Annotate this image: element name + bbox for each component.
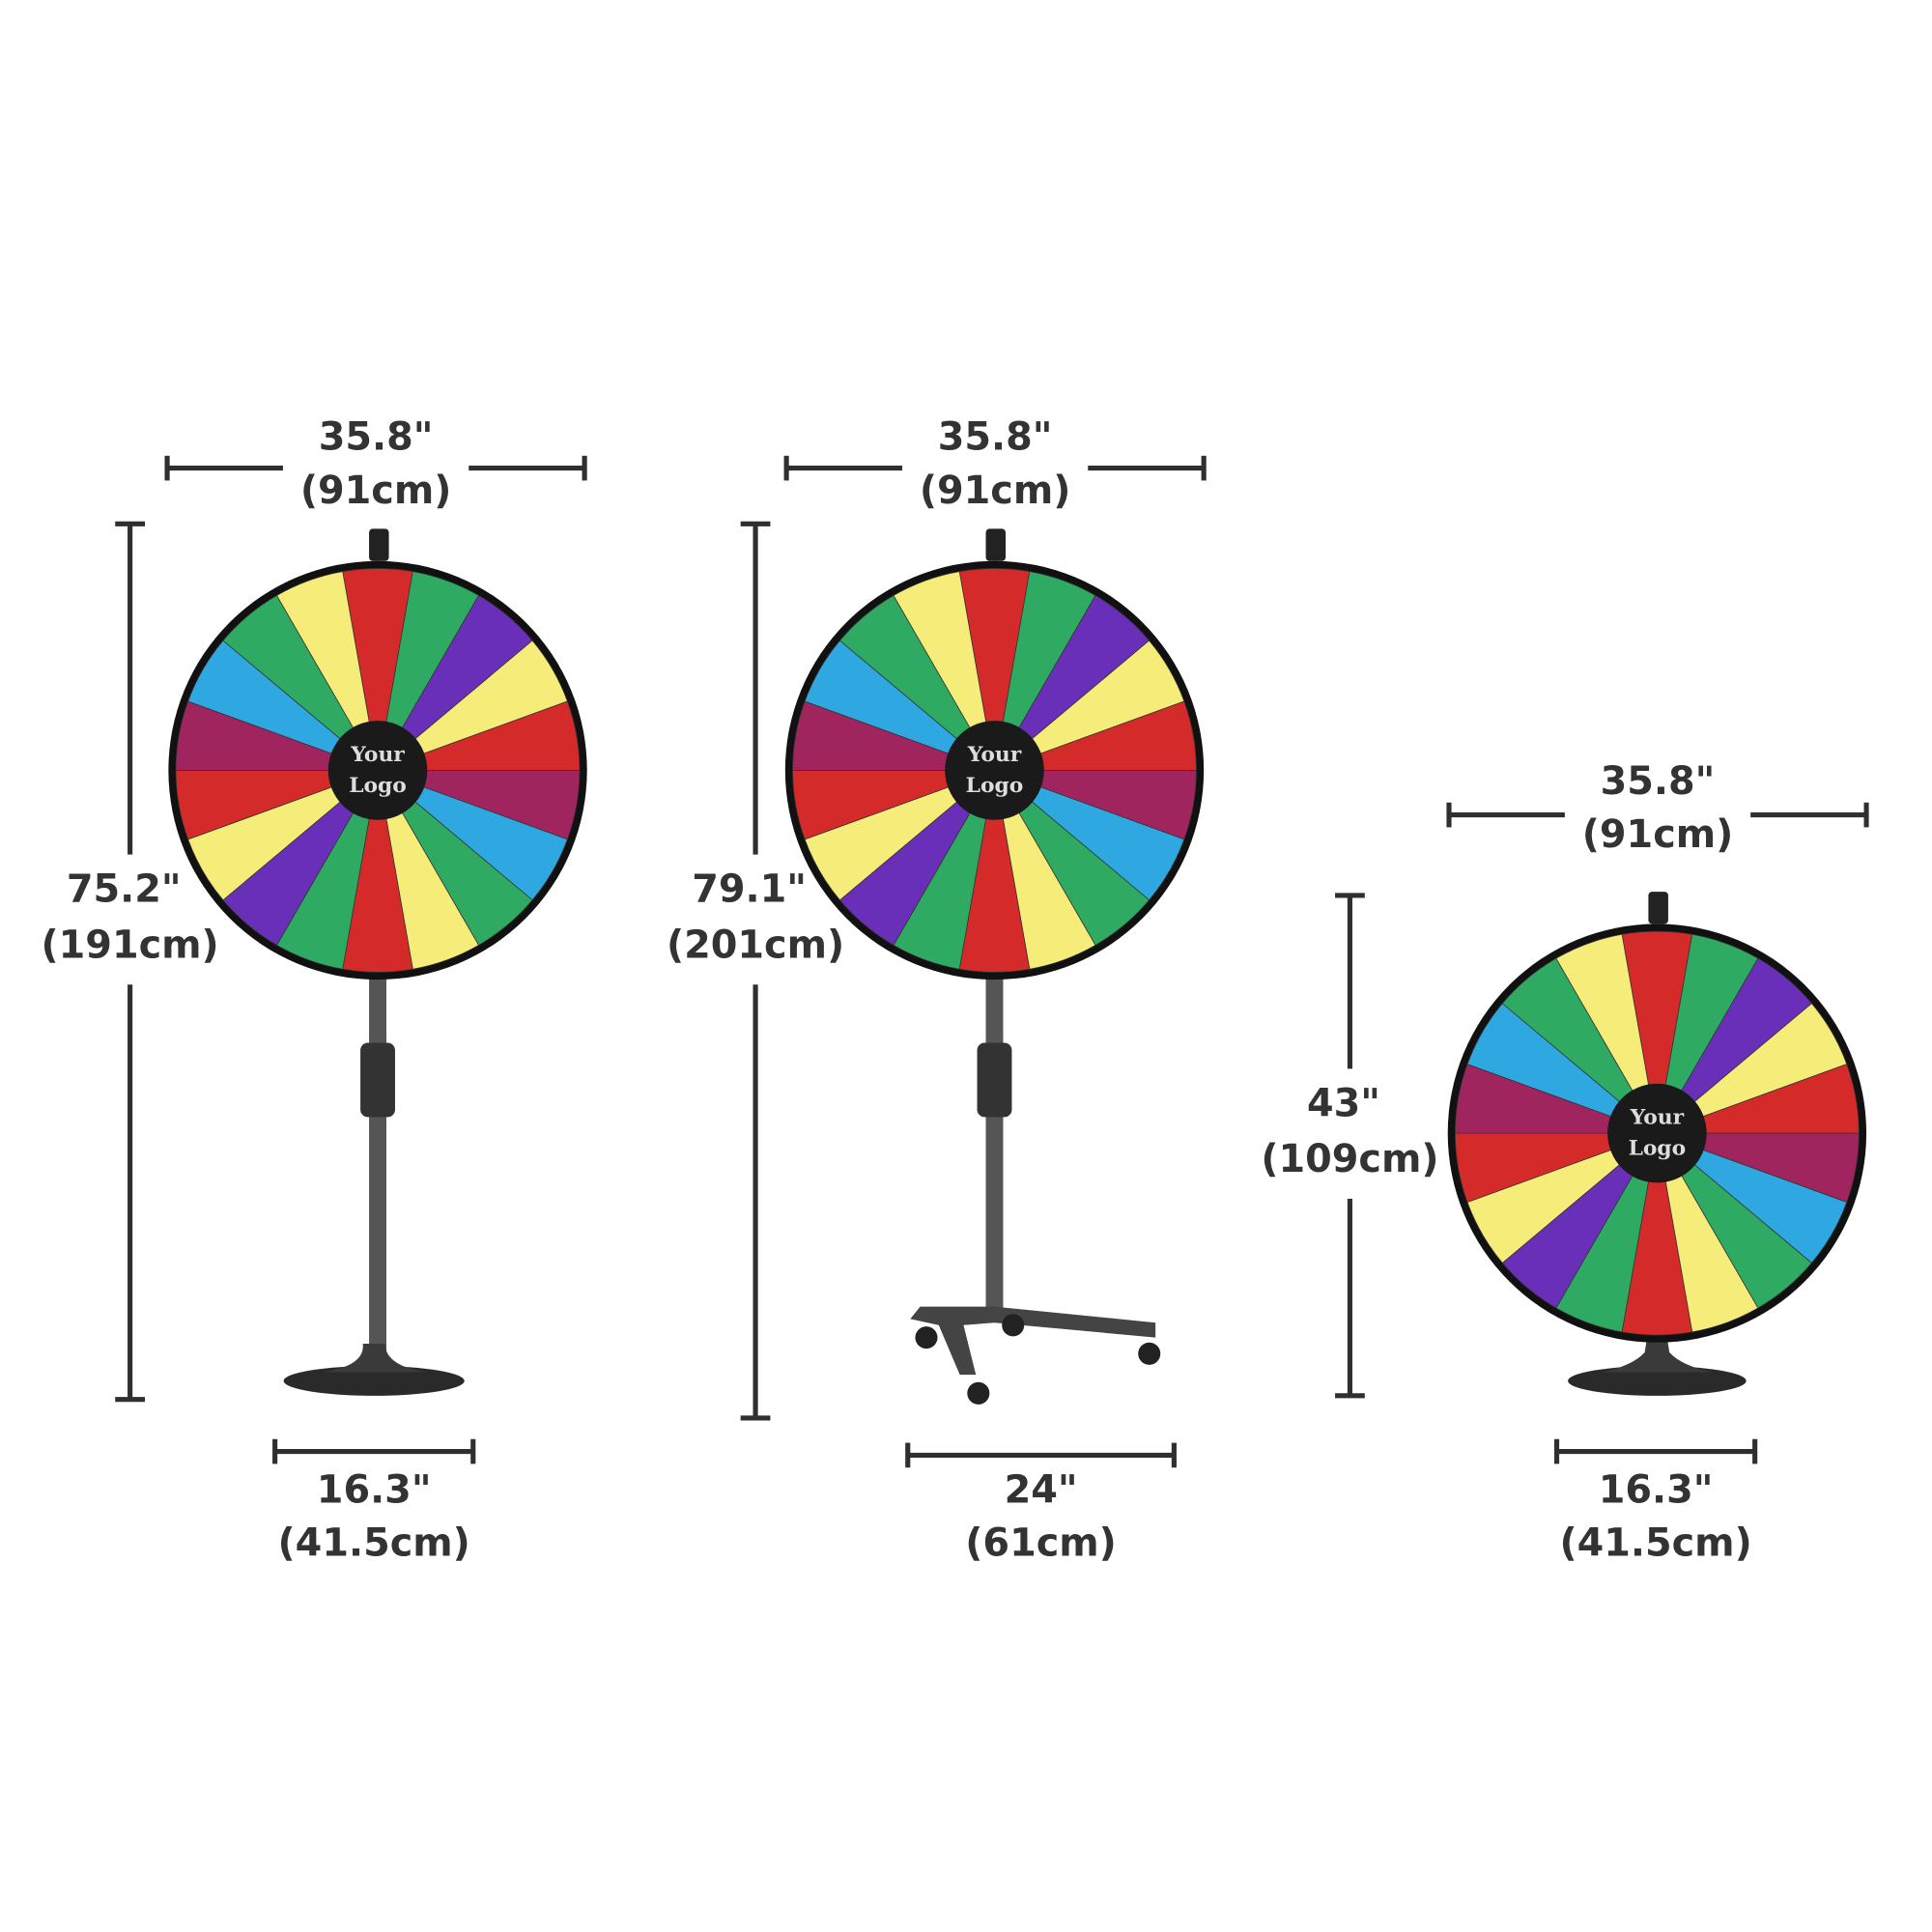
logo-text: Your — [967, 743, 1022, 767]
clamp — [360, 1042, 395, 1118]
width-inches: 35.8" — [1601, 759, 1716, 804]
logo-text: Logo — [1629, 1137, 1687, 1161]
caster — [1002, 1314, 1025, 1337]
pole — [985, 974, 1004, 1321]
width-cm: (91cm) — [1582, 812, 1734, 857]
wheel-segment — [1555, 933, 1658, 1134]
height-inches: 79.1" — [692, 867, 807, 912]
height-cm: (109cm) — [1261, 1137, 1438, 1181]
width-cm: (91cm) — [920, 469, 1071, 513]
height-inches: 43" — [1307, 1081, 1380, 1125]
base-neck — [1601, 1337, 1714, 1373]
base — [1568, 1366, 1747, 1396]
logo-hub — [1607, 1083, 1707, 1183]
base-inches: 16.3" — [1599, 1467, 1714, 1512]
width-inches: 35.8" — [938, 415, 1053, 460]
height-inches: 75.2" — [67, 867, 182, 912]
wheel-segment — [893, 571, 995, 771]
base-inches: 16.3" — [317, 1467, 432, 1512]
logo-text: Logo — [349, 774, 407, 798]
base-neck — [322, 1344, 428, 1373]
logo-text: Logo — [966, 774, 1024, 798]
top-knob — [369, 528, 389, 561]
leg — [910, 1306, 1156, 1376]
width-inches: 35.8" — [319, 415, 434, 460]
height-cm: (191cm) — [42, 923, 219, 967]
caster — [1138, 1342, 1161, 1365]
logo-text: Your — [1630, 1106, 1685, 1130]
logo-text: Your — [350, 743, 405, 767]
caster — [915, 1326, 938, 1350]
width-cm: (91cm) — [300, 469, 452, 513]
base-cm: (41.5cm) — [1559, 1521, 1751, 1566]
base-cm: (61cm) — [965, 1521, 1117, 1566]
top-knob — [985, 528, 1007, 561]
base-cm: (41.5cm) — [278, 1521, 470, 1566]
logo-hub — [327, 721, 428, 820]
wheel-segment — [276, 571, 379, 771]
base — [283, 1366, 465, 1396]
clamp — [977, 1042, 1012, 1118]
base-inches: 24" — [1005, 1467, 1078, 1512]
caster — [967, 1381, 990, 1405]
top-knob — [1648, 892, 1668, 924]
height-cm: (201cm) — [667, 923, 844, 967]
logo-hub — [945, 721, 1044, 820]
pole — [369, 974, 386, 1372]
